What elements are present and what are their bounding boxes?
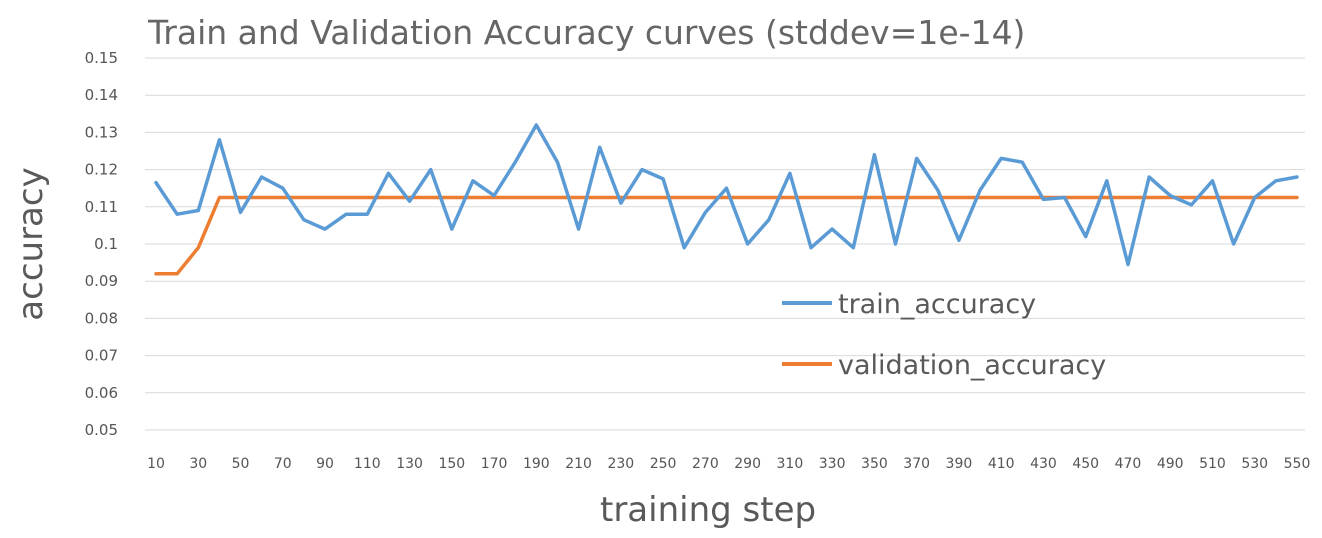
x-tick-label: 210 (565, 456, 592, 472)
x-tick-label: 330 (819, 456, 846, 472)
series-line-train-accuracy (154, 123, 1299, 267)
x-tick-label: 290 (734, 456, 761, 472)
legend-label-train-accuracy: train_accuracy (838, 289, 1036, 320)
x-tick-label: 530 (1241, 456, 1268, 472)
series-lines (154, 123, 1299, 276)
x-tick-label: 350 (861, 456, 888, 472)
y-tick-label: 0.12 (85, 161, 118, 179)
x-tick-label: 150 (438, 456, 465, 472)
y-tick-label: 0.14 (85, 86, 118, 104)
y-tick-label: 0.07 (85, 347, 118, 365)
x-tick-label: 230 (607, 456, 634, 472)
legend: train_accuracy validation_accuracy (782, 289, 1106, 381)
x-tick-label: 90 (316, 456, 334, 472)
x-tick-label: 490 (1157, 456, 1184, 472)
x-tick-label: 170 (481, 456, 508, 472)
legend-label-validation-accuracy: validation_accuracy (838, 350, 1106, 381)
x-tick-label: 430 (1030, 456, 1057, 472)
x-tick-label: 470 (1115, 456, 1142, 472)
y-tick-label: 0.05 (85, 421, 118, 439)
y-tick-label: 0.15 (85, 49, 118, 67)
x-tick-label: 270 (692, 456, 719, 472)
x-tick-label: 310 (777, 456, 804, 472)
x-axis-label: training step (600, 490, 816, 530)
y-axis-label: accuracy (11, 167, 51, 320)
y-axis-ticks: 0.15 0.14 0.13 0.12 0.11 0.1 0.09 0.08 0.07 0.06 0… (85, 49, 118, 439)
y-tick-label: 0.11 (85, 198, 118, 216)
x-tick-label: 550 (1284, 456, 1311, 472)
x-tick-label: 130 (396, 456, 423, 472)
chart-title: Train and Validation Accuracy curves (st… (147, 13, 1025, 52)
y-tick-label: 0.09 (85, 272, 118, 290)
x-tick-label: 110 (354, 456, 381, 472)
x-tick-label: 510 (1199, 456, 1226, 472)
x-tick-label: 390 (946, 456, 973, 472)
x-tick-label: 250 (650, 456, 677, 472)
x-tick-label: 450 (1072, 456, 1099, 472)
gridlines (145, 57, 1305, 431)
x-tick-label: 190 (523, 456, 550, 472)
y-tick-label: 0.08 (85, 309, 118, 327)
x-tick-label: 10 (147, 456, 165, 472)
x-tick-label: 370 (903, 456, 930, 472)
x-tick-label: 30 (189, 456, 207, 472)
series-line-validation-accuracy (154, 195, 1299, 276)
x-tick-label: 50 (232, 456, 250, 472)
y-tick-label: 0.06 (85, 384, 118, 402)
y-tick-label: 0.13 (85, 123, 118, 141)
x-tick-label: 410 (988, 456, 1015, 472)
x-axis-ticks: 10 30 50 70 90 110 130 150 170 190 210 230 250 270 290… (147, 456, 1310, 472)
x-tick-label: 70 (274, 456, 292, 472)
y-tick-label: 0.1 (94, 235, 118, 253)
